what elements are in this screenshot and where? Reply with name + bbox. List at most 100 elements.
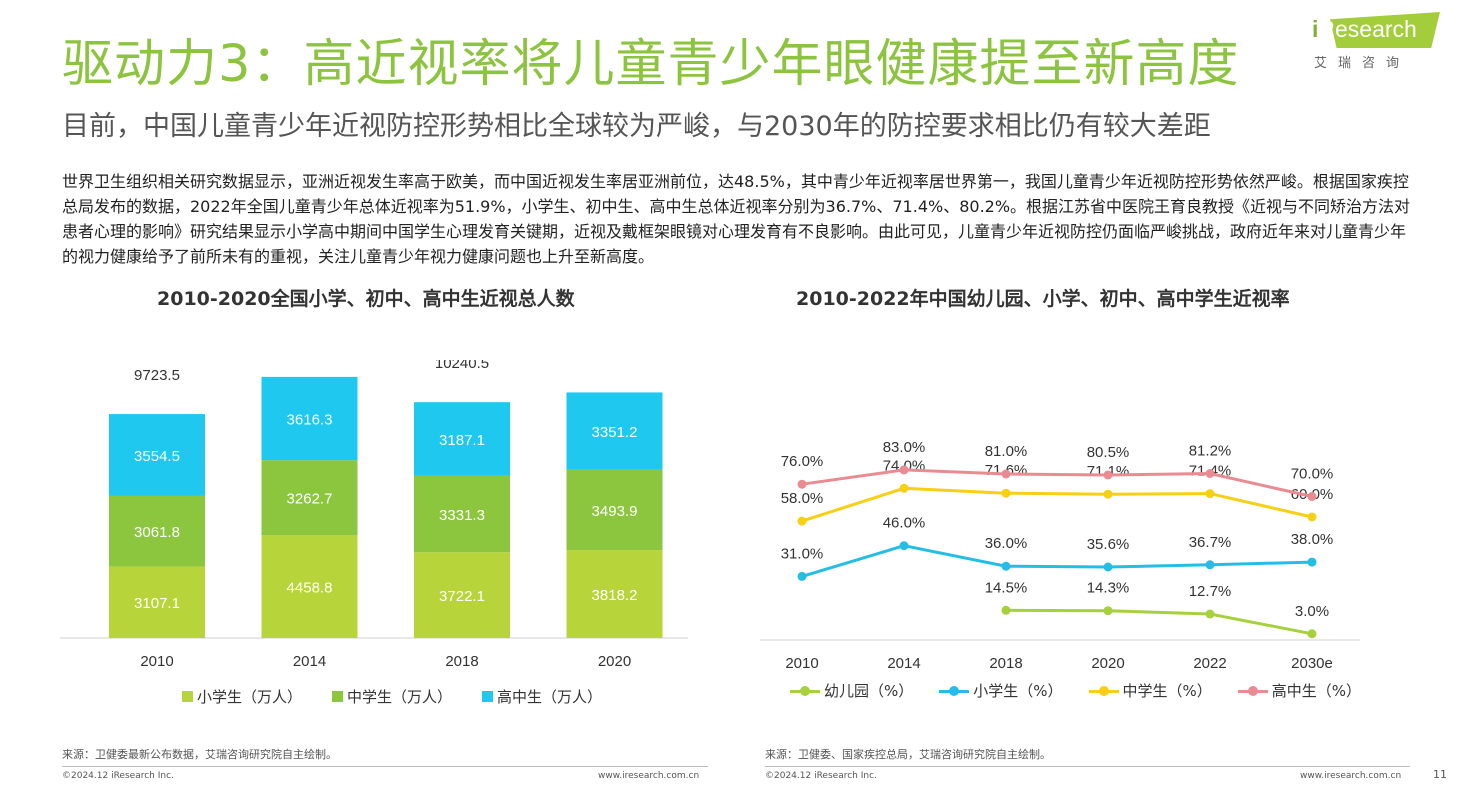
bar-total-label: 9723.5 (134, 367, 180, 384)
bar-segment (109, 414, 205, 496)
series-line (801, 486, 1313, 523)
legend-label: 高中生（万人） (497, 688, 603, 706)
data-point (1001, 561, 1011, 571)
bar-segment-value-label: 3262.7 (287, 491, 333, 508)
data-point (1001, 605, 1011, 615)
data-label: 3.0% (1295, 603, 1329, 620)
data-point (1307, 629, 1317, 639)
bar-segment-value-label: 3554.5 (134, 448, 180, 465)
legend-label: 中学生（万人） (347, 688, 453, 706)
legend-swatch (332, 691, 344, 702)
legend-label: 高中生（%） (1271, 682, 1362, 700)
legend-line-marker (939, 685, 970, 697)
data-label: 38.0% (1291, 531, 1334, 548)
data-point (1001, 469, 1011, 479)
data-point (1307, 492, 1317, 501)
logo-banner-shape (1330, 12, 1440, 48)
bar-chart-title: 2010-2020全国小学、初中、高中生近视总人数 (157, 288, 575, 310)
legend-label: 中学生（%） (1122, 682, 1212, 700)
data-point (1205, 489, 1215, 499)
footer-copyright-left: ©2024.12 iResearch Inc. (62, 771, 174, 781)
footer-divider-left (62, 766, 708, 767)
bar-segment-value-label: 3331.3 (439, 507, 485, 524)
data-label: 36.7% (1189, 534, 1232, 551)
footer-website-right: www.iresearch.com.cn (1300, 771, 1402, 781)
data-point (1205, 609, 1215, 619)
bar-segment (109, 566, 205, 638)
logo-wordmark: iResearch (1312, 16, 1417, 42)
line-chart-source: 来源：卫健委、国家疾控总局，艾瑞咨询研究院自主绘制。 (765, 748, 1051, 761)
data-point (1307, 557, 1317, 567)
bar-segment-value-label: 3351.2 (592, 424, 638, 441)
x-tick-label: 2030e (1291, 655, 1333, 672)
legend-line-marker (1088, 685, 1119, 697)
bar-segment-value-label: 3818.2 (592, 587, 638, 604)
line-chart-legend: 幼儿园（%） 小学生（%） 中学生（%） 高中生（%） (790, 680, 1387, 701)
data-point (1103, 489, 1113, 499)
series-line (801, 468, 1313, 498)
data-label: 46.0% (883, 515, 926, 532)
bar-total-label: 10240.5 (435, 360, 489, 372)
data-point (797, 516, 807, 526)
series-line (1005, 608, 1313, 636)
x-tick-label: 2018 (989, 655, 1022, 672)
footer-divider-right (765, 766, 1410, 767)
bar-segment (566, 550, 663, 638)
x-tick-label: 2020 (1091, 655, 1124, 672)
data-point (1205, 469, 1215, 478)
data-label: 31.0% (781, 545, 824, 562)
bar-segment (261, 376, 358, 461)
bar-chart-legend: 小学生（万人） 中学生（万人） 高中生（万人） (182, 686, 632, 707)
legend-item-high: 高中生（%） (1237, 680, 1362, 701)
line-chart: 14.5% 14.3% 12.7% 3.0% 31.0% 46.0% 36.0% 35.6% 3… (760, 439, 1360, 672)
bar-segment (414, 552, 510, 638)
page-title: 驱动力3：高近视率将儿童青少年眼健康提至新高度 (62, 35, 1240, 94)
data-label: 70.0% (1291, 466, 1334, 483)
footer-copyright-right: ©2024.12 iResearch Inc. (765, 771, 877, 781)
bar-chart-source: 来源：卫健委最新公布数据，艾瑞咨询研究院自主绘制。 (62, 748, 337, 761)
data-label: 14.5% (985, 579, 1028, 596)
data-point (1103, 470, 1113, 480)
legend-line-marker (1237, 685, 1268, 697)
bar-segment (414, 475, 510, 553)
bar-segment (566, 469, 663, 551)
data-point (1205, 560, 1215, 570)
bar-total-label: 10663.4 (587, 360, 641, 362)
bar-segment-value-label: 3107.1 (134, 595, 180, 612)
data-label: 76.0% (781, 453, 824, 470)
data-label: 58.0% (781, 490, 824, 507)
iresearch-logo: iResearch 艾瑞咨询 (1312, 8, 1442, 71)
bar-segment-value-label: 3493.9 (592, 503, 638, 520)
series-line (801, 544, 1313, 578)
legend-line-marker (790, 685, 820, 697)
data-label: 36.0% (985, 535, 1028, 552)
data-point (899, 465, 909, 475)
x-tick-label: 2014 (887, 655, 920, 672)
bar-segment-value-label: 3187.1 (439, 432, 485, 449)
legend-label: 小学生（%） (973, 682, 1063, 700)
data-label: 81.0% (985, 443, 1028, 460)
data-label: 80.5% (1087, 444, 1130, 461)
body-paragraph: 世界卫生组织相关研究数据显示，亚洲近视发生率高于欧美，而中国近视发生率居亚洲前位… (62, 172, 1411, 266)
legend-item-middle: 中学生（%） (1088, 680, 1212, 701)
page-number: 11 (1433, 768, 1447, 781)
legend-swatch (482, 691, 494, 702)
bar-segment (414, 402, 510, 476)
bar-segment (109, 495, 205, 567)
page-subtitle: 目前，中国儿童青少年近视防控形势相比全球较为严峻，与2030年的防控要求相比仍有… (62, 111, 1211, 142)
x-tick-label: 2010 (140, 653, 173, 670)
bar-segment (261, 535, 358, 638)
legend-item-primary: 小学生（万人） (182, 686, 302, 707)
legend-label: 小学生（万人） (197, 688, 303, 706)
data-label: 12.7% (1189, 583, 1232, 600)
stacked-bar-chart: 3107.1 3061.8 3554.5 9723.5 2010 4458.8 3262.7… (60, 360, 688, 670)
data-point (1001, 488, 1011, 498)
legend-item-kindergarten: 幼儿园（%） (790, 680, 913, 701)
x-tick-label: 2022 (1193, 655, 1226, 672)
bar-segment-value-label: 3061.8 (134, 524, 180, 541)
bar-segment (566, 392, 663, 470)
bar-segment (261, 460, 358, 536)
legend-label: 幼儿园（%） (824, 682, 914, 700)
bar-segment-value-label: 3616.3 (287, 412, 333, 429)
line-chart-title: 2010-2022年中国幼儿园、小学、初中、高中学生近视率 (796, 288, 1290, 310)
